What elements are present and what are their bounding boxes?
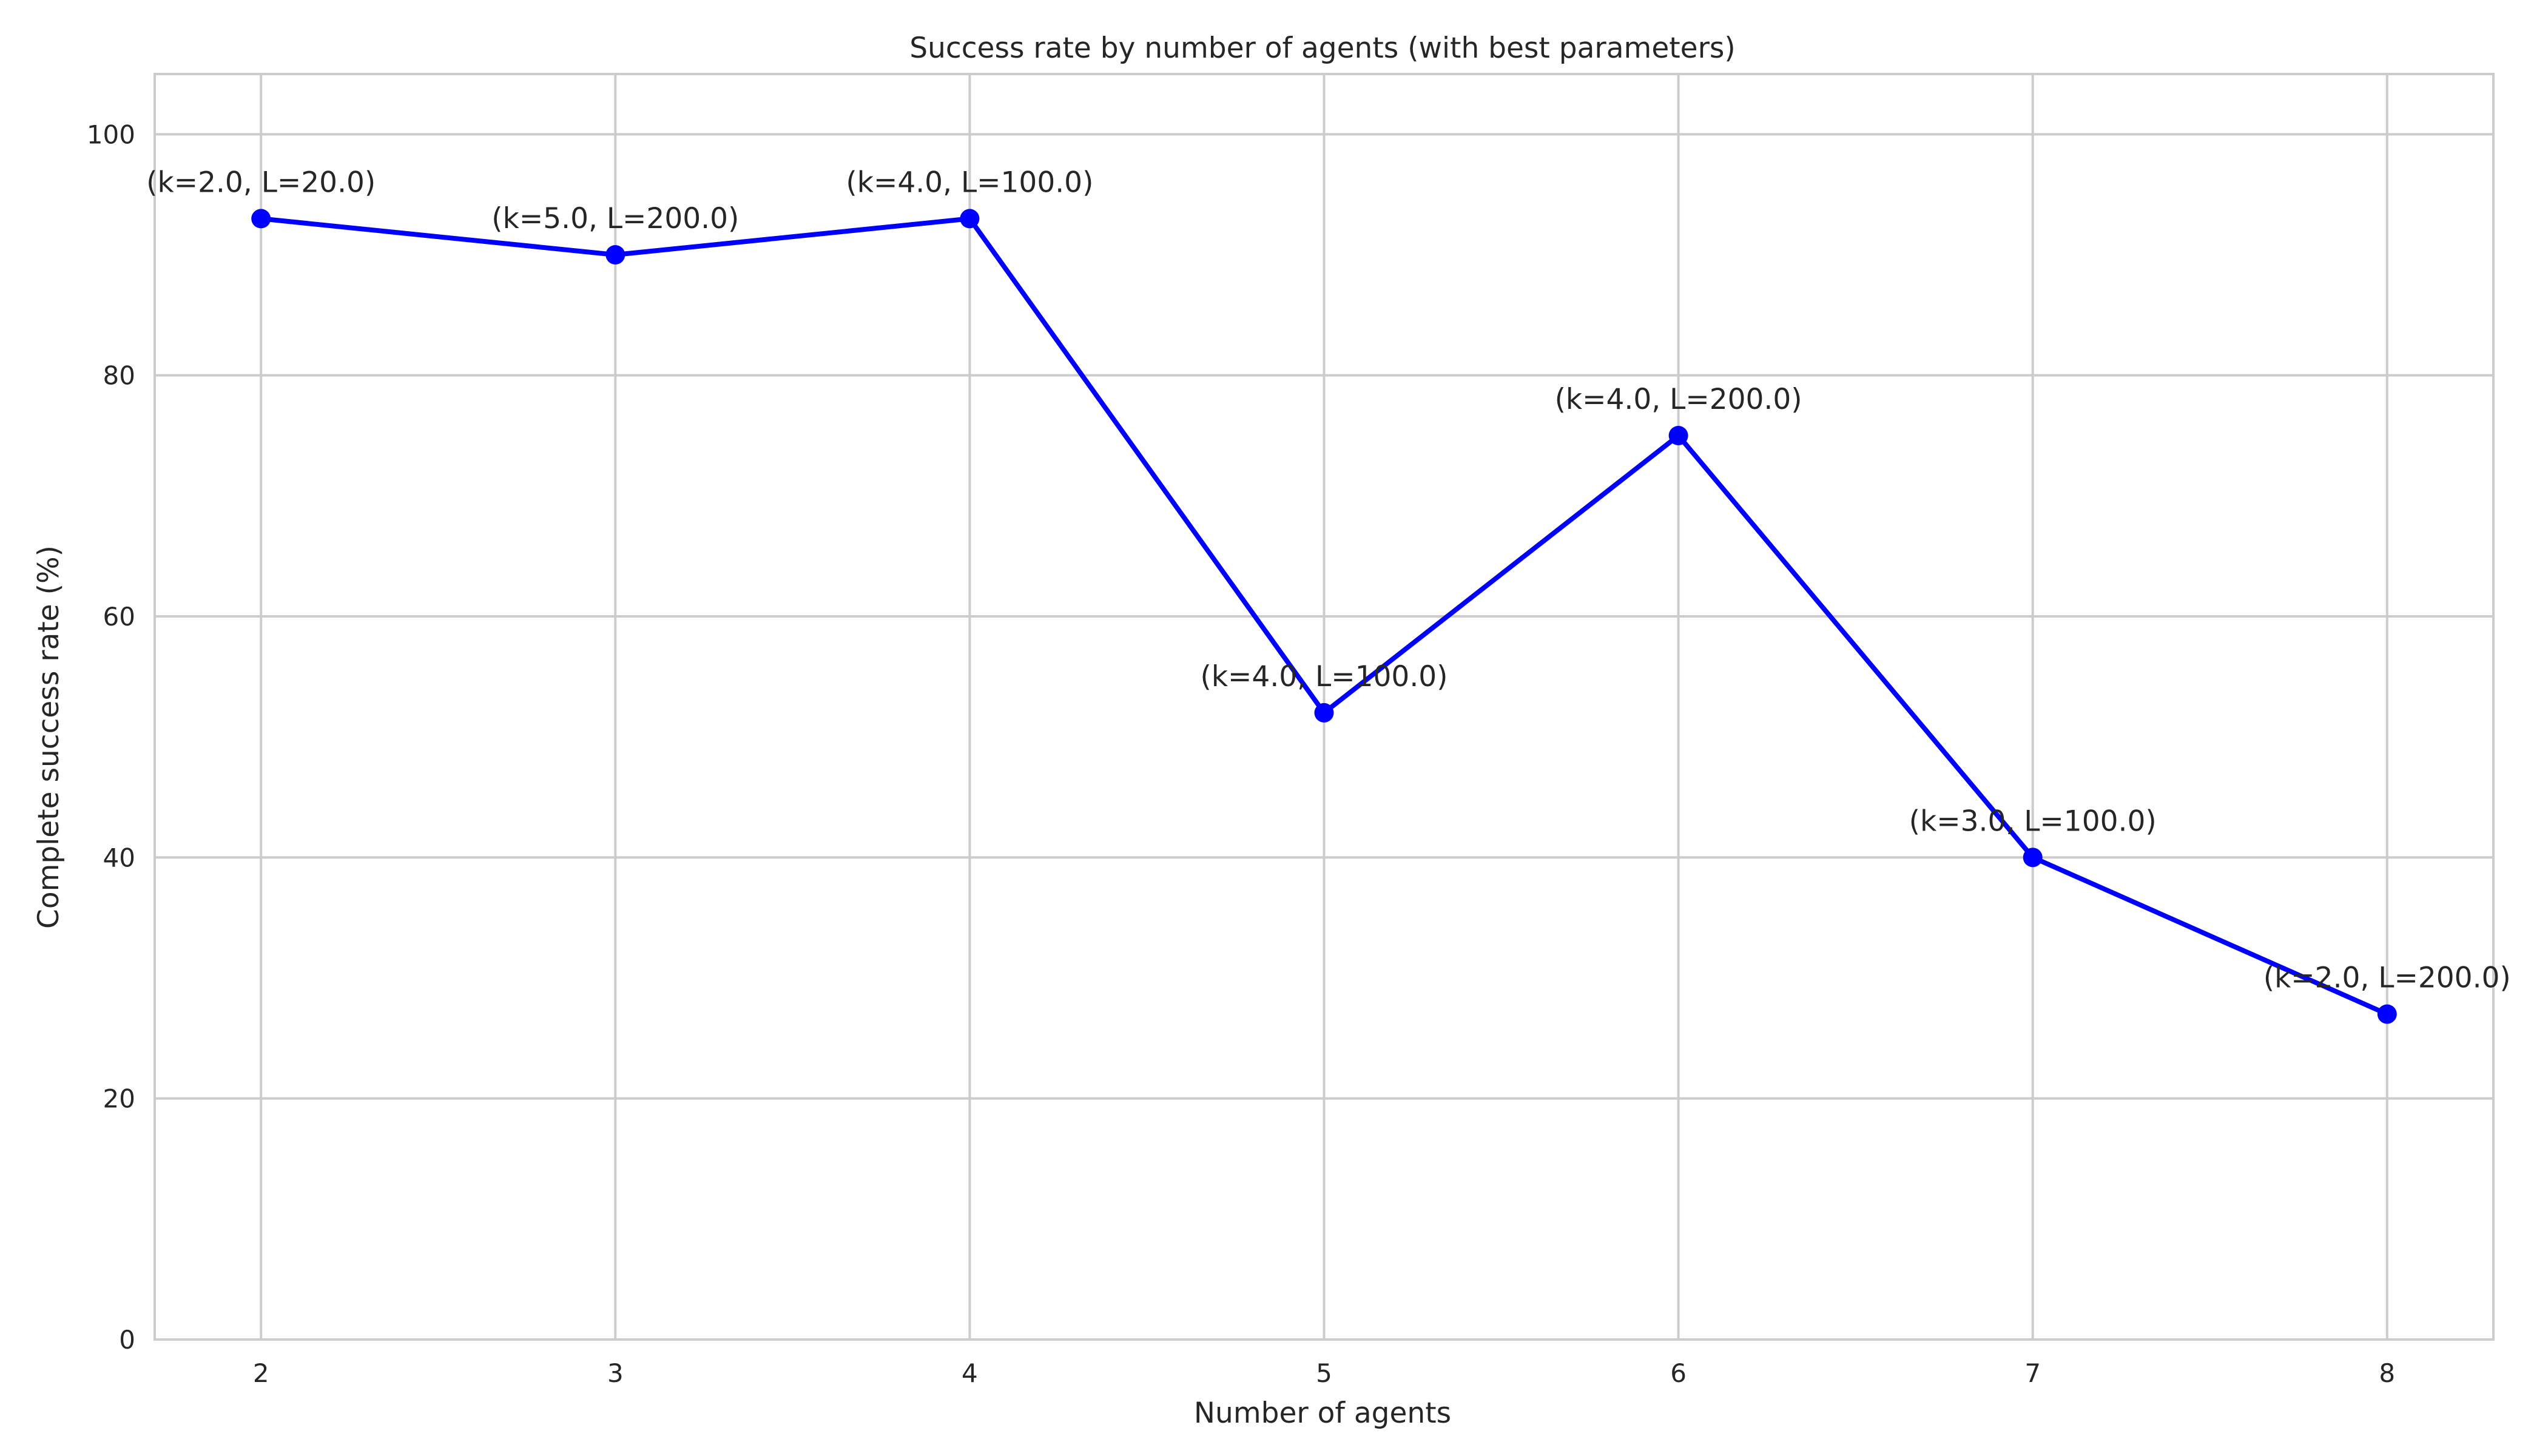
x-tick-label: 8 xyxy=(2379,1358,2395,1388)
data-point xyxy=(1668,426,1688,445)
point-annotation: (k=5.0, L=200.0) xyxy=(491,202,739,235)
point-annotation: (k=4.0, L=100.0) xyxy=(1200,660,1448,693)
x-tick-labels: 2 3 4 5 6 7 8 xyxy=(253,1358,2395,1388)
y-tick-label: 40 xyxy=(103,843,135,872)
data-point xyxy=(251,209,271,229)
point-annotation: (k=3.0, L=100.0) xyxy=(1909,804,2157,838)
data-point xyxy=(2023,848,2043,868)
point-annotations: (k=2.0, L=20.0) (k=5.0, L=200.0) (k=4.0, L… xyxy=(146,166,2511,994)
y-tick-label: 60 xyxy=(103,602,135,632)
y-tick-label: 80 xyxy=(103,361,135,391)
grid xyxy=(155,74,2493,1341)
x-tick-label: 5 xyxy=(1316,1358,1332,1388)
chart-title: Success rate by number of agents (with b… xyxy=(909,32,1736,65)
data-point xyxy=(605,245,625,265)
data-point xyxy=(1314,703,1334,723)
y-tick-label: 100 xyxy=(87,120,135,149)
data-point xyxy=(960,209,980,229)
point-annotation: (k=4.0, L=200.0) xyxy=(1555,383,1802,416)
x-axis-label: Number of agents xyxy=(1194,1397,1451,1430)
y-tick-label: 0 xyxy=(119,1325,135,1355)
x-tick-label: 3 xyxy=(607,1358,624,1388)
plot-frame xyxy=(153,73,2495,1341)
x-tick-label: 6 xyxy=(1670,1358,1687,1388)
x-tick-label: 2 xyxy=(253,1358,269,1388)
x-tick-label: 4 xyxy=(962,1358,978,1388)
y-tick-label: 20 xyxy=(103,1084,135,1114)
point-annotation: (k=4.0, L=100.0) xyxy=(846,166,1093,199)
x-tick-label: 7 xyxy=(2024,1358,2041,1388)
data-points xyxy=(251,209,2397,1024)
point-annotation: (k=2.0, L=200.0) xyxy=(2263,962,2511,995)
y-tick-labels: 0 20 40 60 80 100 xyxy=(87,120,135,1355)
data-point xyxy=(2377,1004,2397,1024)
point-annotation: (k=2.0, L=20.0) xyxy=(146,166,376,199)
y-axis-label: Complete success rate (%) xyxy=(32,545,66,929)
